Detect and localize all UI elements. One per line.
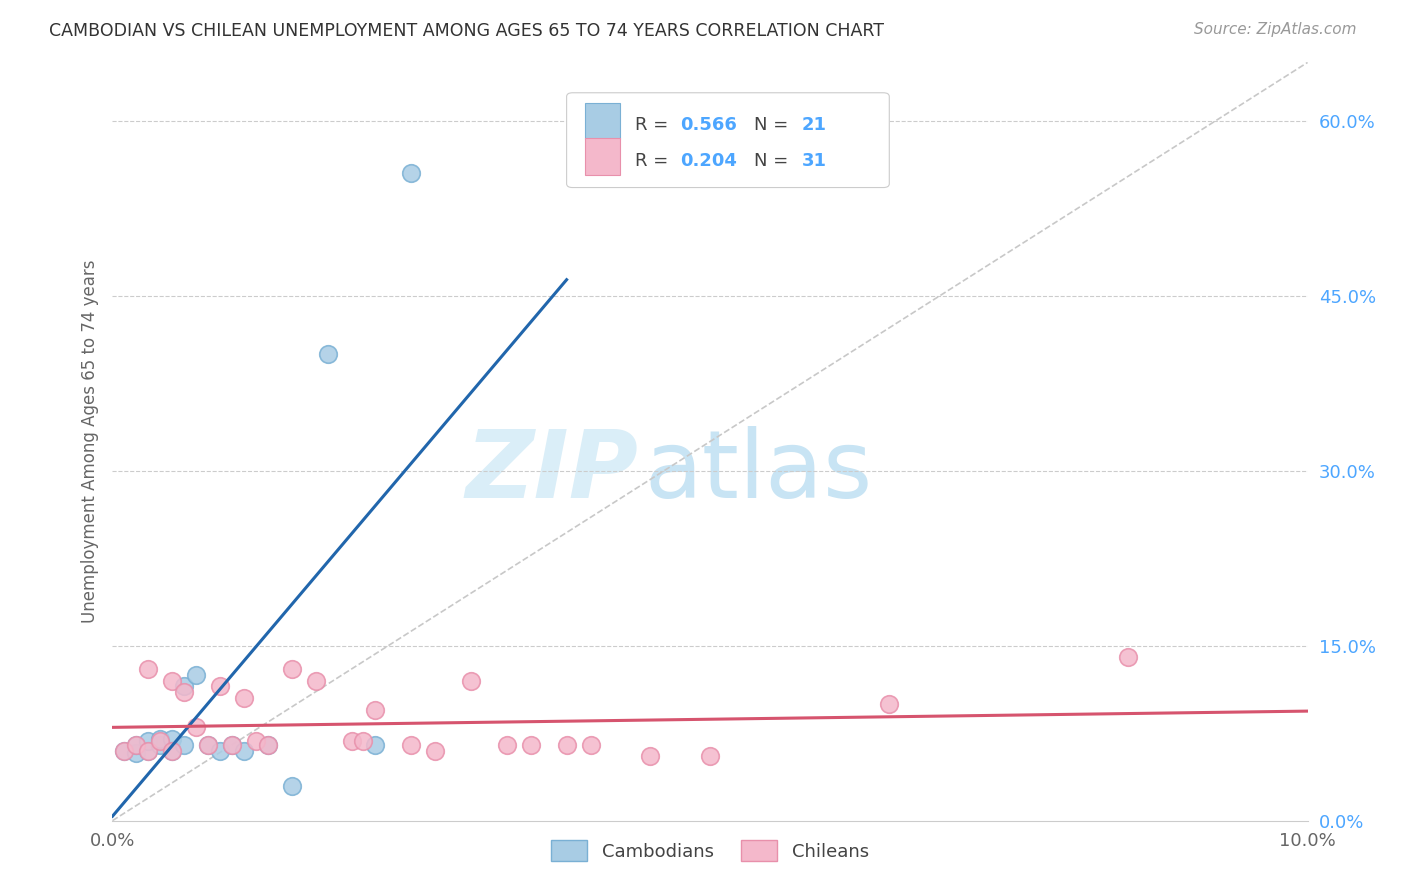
Point — [401, 166, 423, 180]
Point — [233, 691, 256, 706]
Text: 0.204: 0.204 — [681, 152, 737, 170]
Point — [138, 734, 160, 748]
Text: N =: N = — [754, 116, 794, 135]
Point — [149, 731, 172, 746]
Text: R =: R = — [634, 116, 673, 135]
Point — [114, 744, 135, 758]
Point — [173, 685, 195, 699]
Point — [197, 738, 219, 752]
Text: ZIP: ZIP — [465, 425, 638, 518]
Point — [138, 744, 160, 758]
Point — [162, 731, 183, 746]
Point — [879, 697, 901, 711]
Point — [316, 347, 339, 361]
Text: 0.566: 0.566 — [681, 116, 737, 135]
Point — [460, 673, 482, 688]
Point — [245, 734, 267, 748]
Point — [555, 738, 578, 752]
Point — [162, 744, 183, 758]
Point — [520, 738, 543, 752]
Point — [162, 673, 183, 688]
Point — [364, 738, 387, 752]
Text: CAMBODIAN VS CHILEAN UNEMPLOYMENT AMONG AGES 65 TO 74 YEARS CORRELATION CHART: CAMBODIAN VS CHILEAN UNEMPLOYMENT AMONG … — [49, 22, 884, 40]
Point — [257, 738, 280, 752]
Point — [353, 734, 375, 748]
Point — [401, 738, 423, 752]
Point — [149, 734, 172, 748]
Y-axis label: Unemployment Among Ages 65 to 74 years: Unemployment Among Ages 65 to 74 years — [80, 260, 98, 624]
Point — [579, 738, 602, 752]
Point — [125, 738, 148, 752]
Text: N =: N = — [754, 152, 794, 170]
Point — [209, 744, 232, 758]
Point — [221, 738, 243, 752]
Point — [138, 744, 160, 758]
FancyBboxPatch shape — [567, 93, 890, 187]
Point — [138, 662, 160, 676]
Point — [114, 744, 135, 758]
Point — [425, 744, 447, 758]
FancyBboxPatch shape — [585, 103, 620, 139]
Point — [186, 668, 208, 682]
Text: atlas: atlas — [644, 425, 873, 518]
Point — [699, 749, 721, 764]
Point — [125, 746, 148, 760]
Text: 21: 21 — [801, 116, 827, 135]
Point — [209, 680, 232, 694]
Point — [305, 673, 328, 688]
Point — [233, 744, 256, 758]
Point — [281, 662, 304, 676]
Point — [1118, 650, 1140, 665]
Point — [162, 744, 183, 758]
Point — [281, 779, 304, 793]
Point — [173, 680, 195, 694]
Point — [149, 738, 172, 752]
Legend: Cambodians, Chileans: Cambodians, Chileans — [544, 833, 876, 869]
Point — [173, 738, 195, 752]
Point — [221, 738, 243, 752]
Point — [496, 738, 519, 752]
Point — [257, 738, 280, 752]
Text: R =: R = — [634, 152, 673, 170]
Text: 31: 31 — [801, 152, 827, 170]
Point — [640, 749, 662, 764]
FancyBboxPatch shape — [585, 138, 620, 175]
Point — [340, 734, 363, 748]
Point — [197, 738, 219, 752]
Text: Source: ZipAtlas.com: Source: ZipAtlas.com — [1194, 22, 1357, 37]
Point — [186, 720, 208, 734]
Point — [364, 703, 387, 717]
Point — [125, 738, 148, 752]
